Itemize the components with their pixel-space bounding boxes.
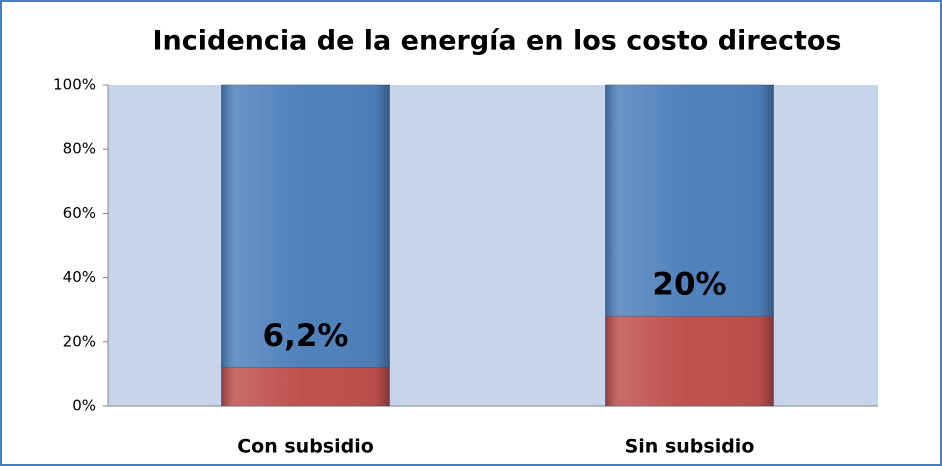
annotation: 6,2% [263,318,349,354]
y-tick-label: 40% [63,268,96,286]
y-tick-label: 60% [63,204,96,222]
y-tick-label: 100% [53,76,96,94]
chart-title: Incidencia de la energía en los costo di… [153,26,842,57]
bar-shade [221,85,390,368]
x-tick-label: Sin subsidio [625,436,755,458]
annotation: 20% [652,267,726,303]
bar-shade [221,367,390,406]
bar-shade [605,85,774,317]
bar-shade [605,316,774,406]
x-tick-label: Con subsidio [237,436,374,458]
y-tick-label: 20% [63,332,96,350]
y-tick-label: 80% [63,140,96,158]
y-tick-label: 0% [72,397,96,415]
